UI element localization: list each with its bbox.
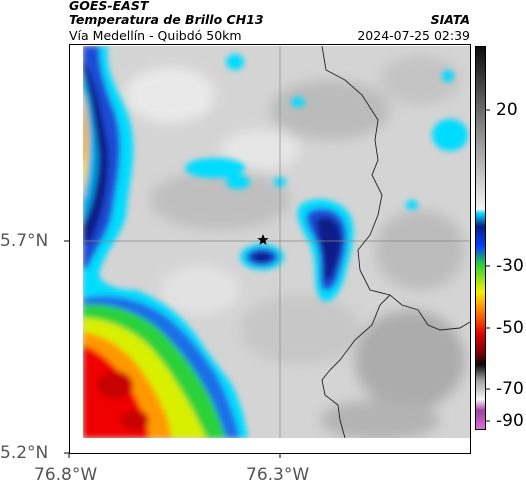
colorbar-tick-label: -30	[496, 256, 524, 276]
satellite-name: GOES-EAST	[69, 0, 149, 13]
satellite-image	[83, 46, 470, 438]
timestamp: 2024-07-25 02:39	[357, 28, 470, 43]
x-tick-label: 76.3°W	[246, 465, 310, 485]
product-title: Temperatura de Brillo CH13	[69, 12, 264, 27]
star-icon	[257, 234, 269, 245]
colorbar-tick-label: -50	[496, 318, 524, 338]
colorbar	[475, 46, 490, 430]
colorbar-tick-label: -70	[496, 379, 524, 399]
colorbar-tick-label: 20	[496, 100, 518, 120]
agency-label: SIATA	[430, 12, 470, 27]
region-subtitle: Vía Medellín - Quibdó 50km	[69, 28, 242, 43]
y-tick-label: 5.2°N	[0, 443, 49, 463]
department-boundary	[321, 46, 470, 438]
map-frame	[69, 44, 471, 454]
y-tick-label: 5.7°N	[0, 231, 49, 251]
x-tick-label: 76.8°W	[34, 465, 98, 485]
colorbar-tick-label: -90	[496, 411, 524, 431]
